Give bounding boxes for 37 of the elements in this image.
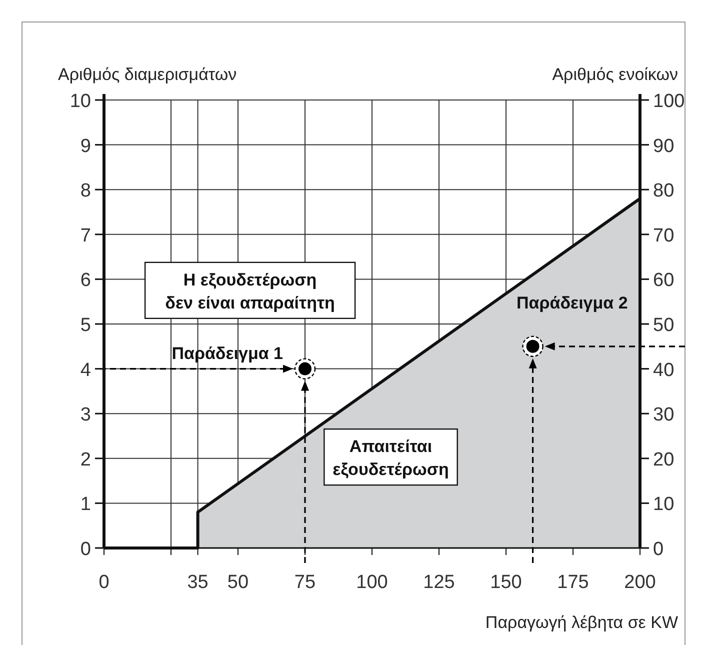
- y2-tick-label: 40: [653, 360, 674, 381]
- annotation: Απαιτείται εξουδετέρωση: [332, 437, 449, 480]
- y-tick-label: 5: [80, 315, 91, 336]
- y-tick-label: 0: [80, 539, 91, 560]
- y2-tick-label: 80: [653, 180, 674, 202]
- y-tick-label: 9: [80, 136, 91, 157]
- annotation: Παράδειγμα 2: [516, 293, 628, 312]
- y-tick-label: 7: [80, 225, 91, 246]
- y2-tick-label: 90: [653, 136, 674, 157]
- x-tick-label: 200: [624, 572, 656, 593]
- y-tick-label: 1: [80, 494, 91, 516]
- x-tick-label: 0: [98, 572, 110, 593]
- x-tick-label: 100: [356, 572, 388, 593]
- y-tick-label: 10: [70, 91, 91, 112]
- x-tick-label: 50: [227, 572, 249, 593]
- y2-tick-label: 0: [653, 539, 664, 560]
- x-tick-label: 35: [187, 572, 208, 593]
- x-tick-label: 150: [490, 572, 522, 593]
- annotation: Η εξουδετέρωση δεν είναι απαραίτητη: [165, 270, 335, 312]
- y2-tick-label: 30: [653, 404, 674, 426]
- y-tick-label: 4: [80, 360, 92, 381]
- y2-axis-title: Αριθμός ενοίκων: [552, 65, 678, 84]
- y2-tick-label: 20: [653, 449, 674, 470]
- y-tick-label: 8: [80, 180, 91, 202]
- x-tick-label: 175: [557, 572, 589, 593]
- y2-tick-label: 50: [653, 315, 674, 336]
- y-axis-title: Αριθμός διαμερισμάτων: [58, 65, 237, 84]
- y2-tick-label: 60: [653, 270, 674, 292]
- y2-tick-label: 10: [653, 494, 674, 516]
- x-tick-label: 75: [294, 572, 316, 593]
- y-tick-label: 6: [80, 270, 91, 292]
- y2-tick-label: 70: [653, 225, 674, 246]
- y-tick-label: 2: [80, 449, 91, 470]
- y2-tick-label: 100: [653, 91, 685, 112]
- y-tick-label: 3: [80, 404, 91, 426]
- x-axis-title: Παραγωγή λέβητα σε KW: [485, 613, 678, 632]
- x-tick-label: 125: [423, 572, 455, 593]
